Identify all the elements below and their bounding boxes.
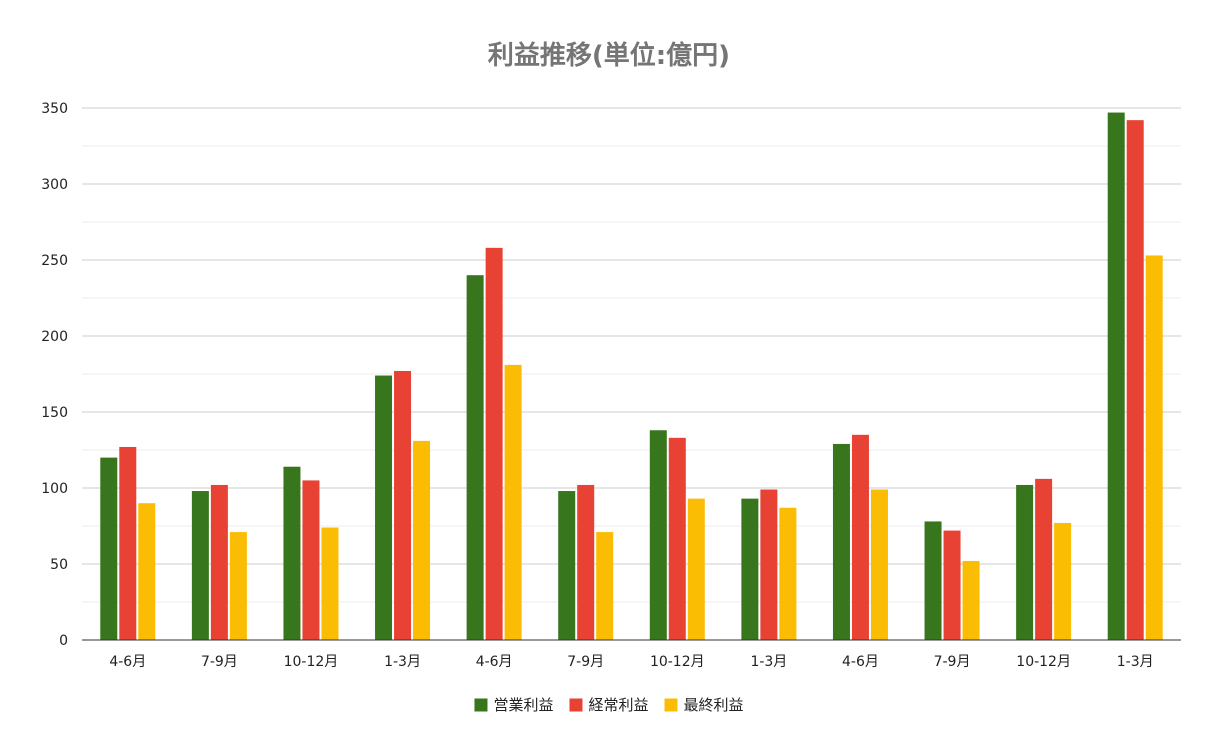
x-tick-label: 1-3月 [750, 654, 787, 670]
bar-1-11 [1016, 484, 1034, 640]
x-tick-label: 1-3月 [384, 654, 421, 670]
bar-2-2 [210, 484, 228, 640]
y-axis-ticks: 0 50 100 150 200 250 300 350 [41, 101, 68, 649]
y-tick-label: 50 [50, 557, 68, 573]
bar-1-6 [558, 491, 576, 640]
bar-2-1 [119, 446, 137, 640]
bar-3-7 [687, 498, 705, 640]
x-tick-label: 7-9月 [201, 654, 238, 670]
bar-2-11 [1035, 478, 1053, 640]
bar-3-6 [596, 532, 614, 640]
legend: 営業利益 経常利益 最終利益 [474, 696, 744, 714]
bar-2-12 [1126, 120, 1144, 640]
y-tick-label: 300 [41, 177, 68, 193]
bar-1-2 [191, 491, 209, 640]
x-tick-label: 10-12月 [650, 654, 705, 670]
legend-item: 経常利益 [569, 696, 649, 714]
bar-1-1 [100, 457, 118, 640]
legend-item: 営業利益 [474, 696, 553, 714]
y-tick-label: 100 [41, 481, 68, 497]
bar-3-11 [1054, 522, 1072, 640]
bar-3-2 [229, 532, 247, 640]
bar-3-3 [321, 527, 339, 640]
x-tick-label: 4-6月 [842, 654, 879, 670]
bar-1-7 [649, 430, 667, 640]
bar-3-8 [779, 507, 797, 640]
x-tick-label: 7-9月 [934, 654, 971, 670]
bar-1-9 [832, 443, 850, 640]
bar-1-12 [1107, 112, 1125, 640]
x-tick-label: 7-9月 [567, 654, 604, 670]
bar-1-4 [375, 375, 393, 640]
legend-label: 営業利益 [493, 696, 553, 714]
bar-3-1 [138, 503, 156, 640]
bar-3-5 [504, 364, 522, 640]
x-tick-label: 4-6月 [109, 654, 146, 670]
legend-swatch [569, 698, 583, 712]
legend-item: 最終利益 [664, 696, 744, 714]
x-tick-label: 4-6月 [476, 654, 513, 670]
legend-label: 最終利益 [684, 696, 744, 714]
bar-1-3 [283, 466, 301, 640]
legend-swatch [474, 698, 488, 712]
bar-2-7 [668, 437, 686, 640]
bar-2-4 [394, 370, 412, 640]
chart-title: 利益推移(単位:億円) [488, 40, 730, 71]
y-tick-label: 0 [59, 633, 68, 649]
y-tick-label: 250 [41, 253, 68, 269]
bar-2-3 [302, 480, 320, 640]
bar-2-6 [577, 484, 595, 640]
x-axis-ticks: 4-6月 7-9月 10-12月 1-3月 4-6月 7-9月 10-12月 1-3月 4-6月… [109, 654, 1153, 670]
bar-3-9 [870, 489, 888, 640]
legend-label: 経常利益 [588, 696, 648, 714]
x-tick-label: 10-12月 [1016, 654, 1071, 670]
grid-lines [82, 107, 1181, 603]
x-tick-label: 1-3月 [1117, 654, 1154, 670]
bar-1-5 [466, 275, 484, 640]
bar-2-8 [760, 489, 778, 640]
y-tick-label: 350 [41, 101, 68, 117]
y-tick-label: 150 [41, 405, 68, 421]
bars [100, 112, 1163, 640]
bar-2-10 [943, 530, 961, 640]
legend-swatch [664, 698, 678, 712]
bar-3-10 [962, 560, 980, 640]
bar-2-9 [851, 434, 869, 640]
y-tick-label: 200 [41, 329, 68, 345]
bar-2-5 [485, 247, 503, 640]
bar-3-12 [1145, 255, 1163, 640]
bar-1-10 [924, 521, 942, 640]
bar-3-4 [413, 440, 431, 640]
x-tick-label: 10-12月 [284, 654, 339, 670]
bar-1-8 [741, 498, 759, 640]
